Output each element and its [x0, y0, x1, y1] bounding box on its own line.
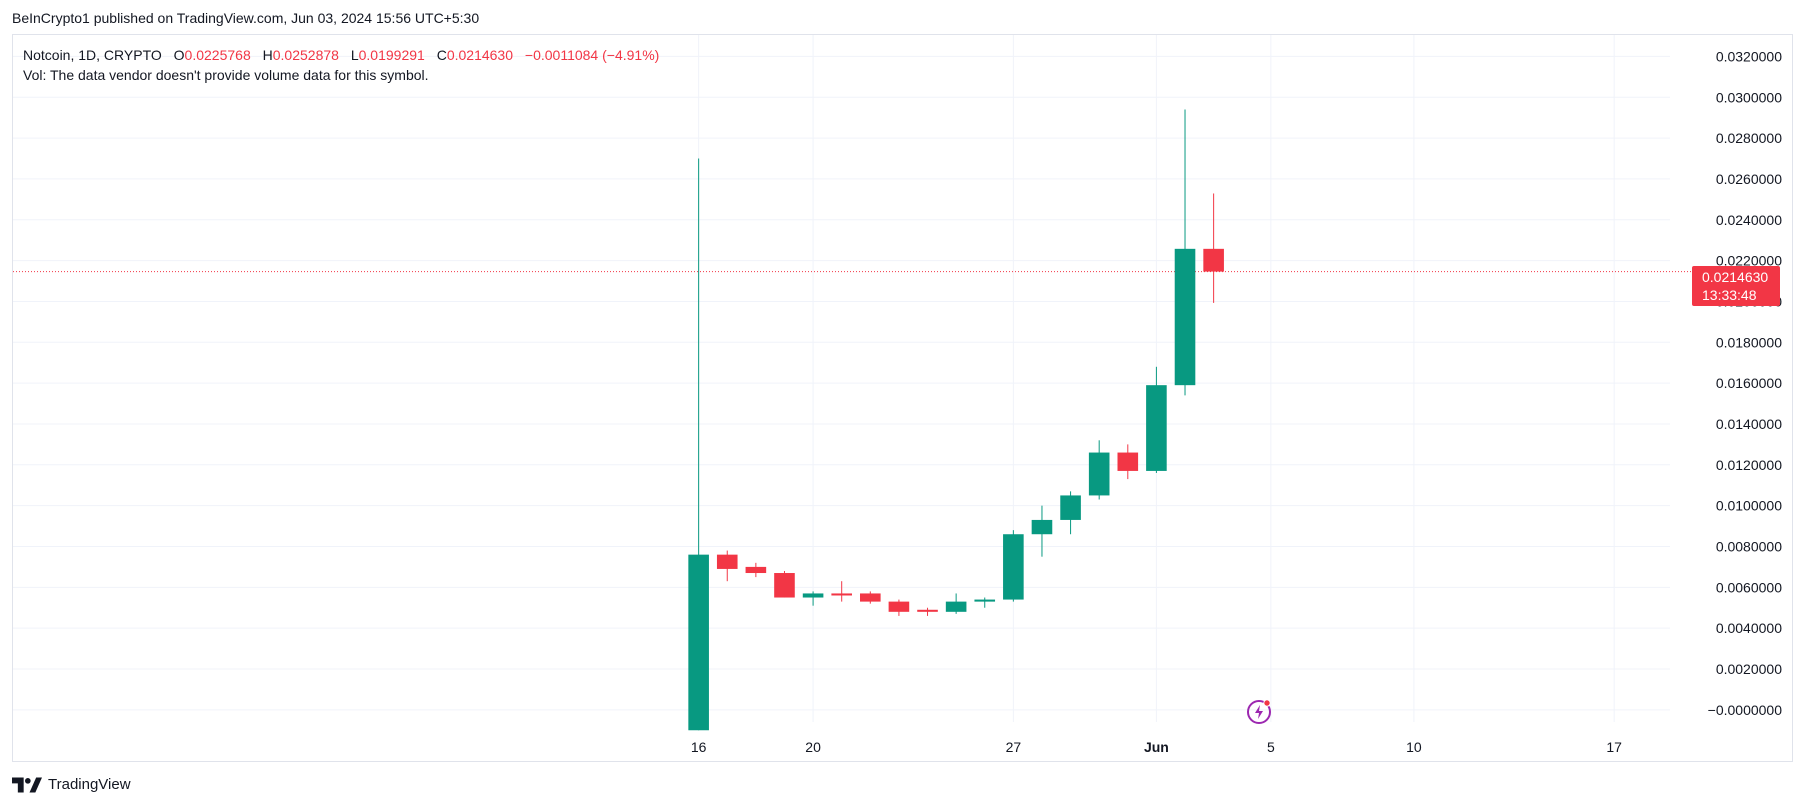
- y-tick-label: 0.0220000: [1716, 253, 1782, 269]
- y-tick-label: 0.0040000: [1716, 620, 1782, 636]
- candle-body[interactable]: [888, 601, 910, 612]
- candle-body[interactable]: [917, 609, 938, 612]
- chart-frame[interactable]: [12, 34, 1793, 762]
- y-tick-label: 0.0100000: [1716, 498, 1782, 514]
- open-value: 0.0225768: [184, 47, 251, 63]
- y-tick-label: 0.0320000: [1716, 48, 1782, 64]
- close-value: 0.0214630: [446, 47, 514, 63]
- change-value: −0.0011084 (−4.91%): [524, 47, 660, 63]
- low-label: L: [350, 47, 359, 63]
- y-tick-label: 0.0060000: [1716, 579, 1782, 595]
- candle-body[interactable]: [974, 599, 996, 602]
- candle-body[interactable]: [1031, 519, 1053, 535]
- open-label: O: [173, 47, 185, 63]
- y-tick-label: 0.0080000: [1716, 538, 1782, 554]
- x-tick-label: 16: [691, 739, 707, 755]
- ohlc-line: Notcoin, 1D, CRYPTO O0.0225768 H0.025287…: [23, 45, 659, 65]
- candle-body[interactable]: [745, 566, 767, 574]
- volume-note: Vol: The data vendor doesn't provide vol…: [23, 67, 429, 83]
- candle-body[interactable]: [688, 554, 709, 731]
- close-label: C: [436, 47, 447, 63]
- x-tick-label: 27: [1006, 739, 1022, 755]
- candle-body[interactable]: [1203, 248, 1224, 272]
- high-label: H: [262, 47, 273, 63]
- candle-body[interactable]: [802, 593, 824, 598]
- candle-body[interactable]: [945, 601, 967, 612]
- candle-countdown: 13:33:48: [1702, 287, 1757, 303]
- candle-body[interactable]: [1174, 248, 1196, 386]
- x-tick-label: 20: [805, 739, 821, 755]
- tradingview-logo-icon[interactable]: [12, 777, 42, 793]
- candle-body[interactable]: [831, 593, 852, 596]
- y-tick-label: 0.0120000: [1716, 457, 1782, 473]
- candle-body[interactable]: [1003, 534, 1024, 600]
- candle-body[interactable]: [860, 593, 881, 602]
- low-value: 0.0199291: [358, 47, 425, 63]
- high-value: 0.0252878: [272, 47, 339, 63]
- footer: TradingView: [12, 776, 131, 793]
- last-price-tag: 0.0214630 13:33:48: [1692, 266, 1780, 306]
- x-tick-label: 10: [1406, 739, 1422, 755]
- y-tick-label: 0.0140000: [1716, 416, 1782, 432]
- candle-body[interactable]: [1060, 495, 1081, 520]
- chart-legend: Notcoin, 1D, CRYPTO O0.0225768 H0.025287…: [23, 45, 659, 85]
- lightning-bolt-icon[interactable]: [1246, 698, 1274, 726]
- y-tick-label: 0.0160000: [1716, 375, 1782, 391]
- y-tick-label: 0.0300000: [1716, 89, 1782, 105]
- y-tick-label: 0.0020000: [1716, 661, 1782, 677]
- x-tick-label: Jun: [1144, 739, 1169, 755]
- publisher-line: BeInCrypto1 published on TradingView.com…: [12, 10, 480, 26]
- last-price-value: 0.0214630: [1702, 269, 1769, 285]
- y-tick-label: 0.0280000: [1716, 130, 1782, 146]
- y-tick-label: −0.0000000: [1708, 702, 1783, 718]
- y-tick-label: 0.0180000: [1716, 334, 1782, 350]
- candle-body[interactable]: [1117, 452, 1139, 471]
- candle-body[interactable]: [1146, 385, 1167, 471]
- x-tick-label: 5: [1267, 739, 1275, 755]
- candle-body[interactable]: [1088, 452, 1110, 496]
- y-tick-label: 0.0260000: [1716, 171, 1782, 187]
- symbol-label[interactable]: Notcoin, 1D, CRYPTO: [23, 47, 162, 63]
- footer-brand[interactable]: TradingView: [48, 776, 131, 793]
- x-tick-label: 17: [1606, 739, 1622, 755]
- candle-body[interactable]: [774, 573, 795, 598]
- candle-body[interactable]: [716, 554, 738, 569]
- y-tick-label: 0.0240000: [1716, 212, 1782, 228]
